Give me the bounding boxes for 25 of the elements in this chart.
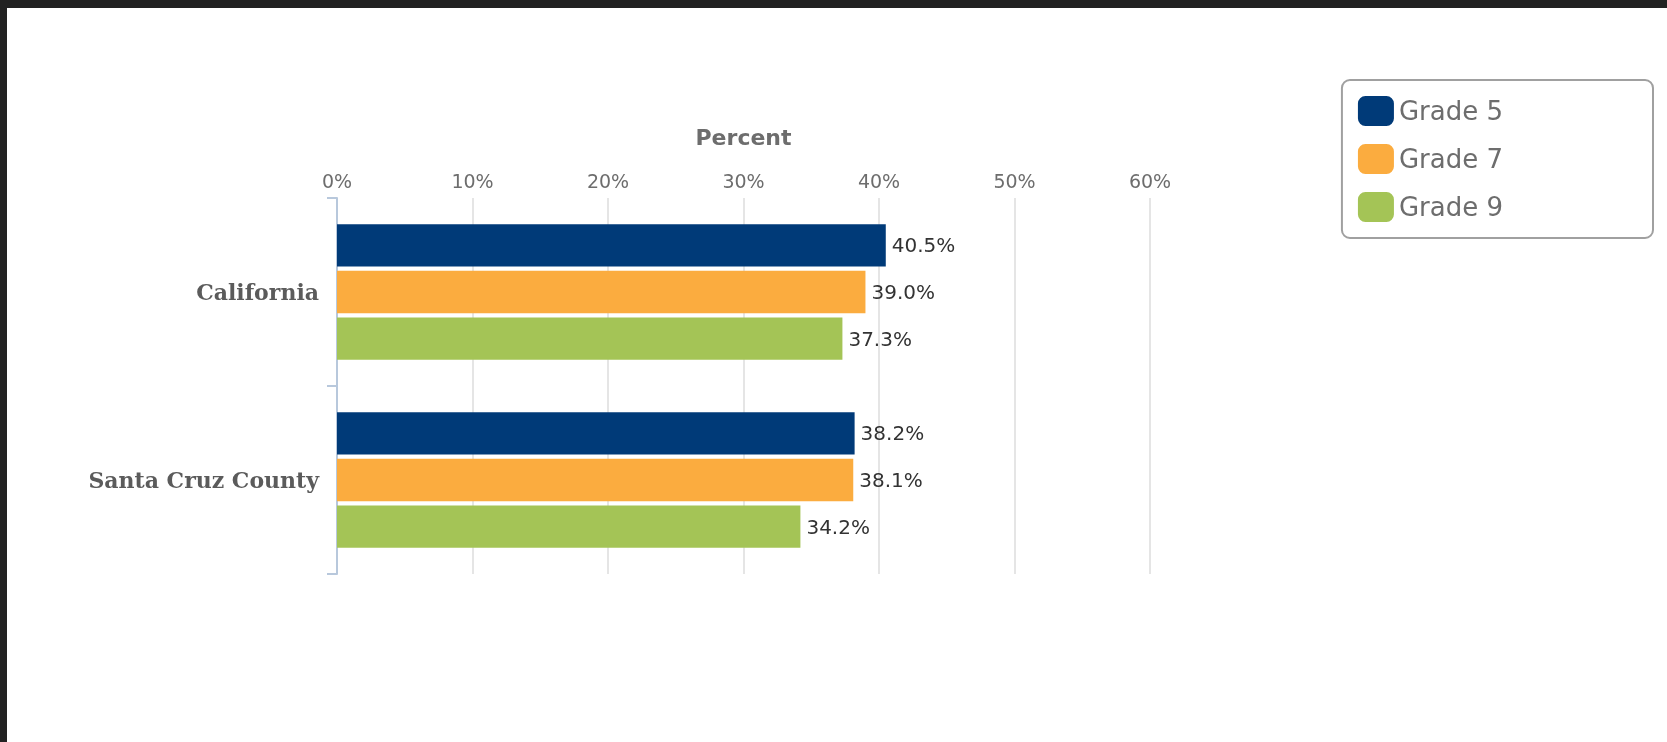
bar <box>337 412 855 455</box>
data-label: 38.1% <box>859 468 923 492</box>
x-tick-label: 10% <box>451 169 494 192</box>
bar <box>337 505 801 548</box>
bar <box>337 270 866 314</box>
bar <box>337 224 886 267</box>
legend-label: Grade 9 <box>1398 192 1503 222</box>
x-tick-label: 40% <box>857 169 901 192</box>
bar <box>337 317 843 360</box>
x-tick-label: 30% <box>722 169 765 192</box>
data-label: 37.3% <box>848 326 912 351</box>
x-tick-label: 0% <box>321 169 353 192</box>
y-tick-label: Santa Cruz County <box>88 467 321 493</box>
data-label: 34.2% <box>806 514 870 539</box>
data-label: 38.2% <box>860 421 925 446</box>
data-label: 39.0% <box>871 280 935 304</box>
x-axis-title: Percent <box>695 124 792 150</box>
y-tick-label: California <box>196 279 319 305</box>
x-tick-label: 20% <box>586 169 630 192</box>
data-label: 40.5% <box>891 233 956 258</box>
legend-label: Grade 7 <box>1398 144 1503 174</box>
bar <box>337 458 854 502</box>
legend-label: Grade 5 <box>1398 96 1503 126</box>
x-tick-label: 50% <box>993 169 1036 192</box>
x-tick-label: 60% <box>1128 169 1172 192</box>
